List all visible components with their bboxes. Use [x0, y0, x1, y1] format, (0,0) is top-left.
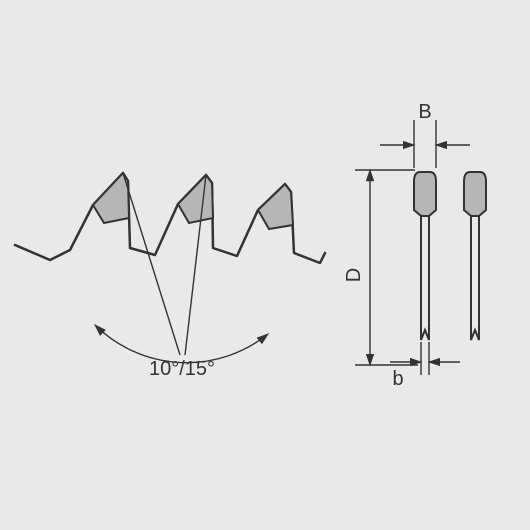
angle-label: 10°/15° [149, 358, 215, 380]
carbide-tip [93, 173, 129, 223]
blade-cross-section: B D b [343, 101, 486, 390]
dim-b: b [390, 342, 460, 390]
dim-B-label: B [418, 101, 431, 123]
carbide-tip [178, 175, 213, 223]
dim-b-label: b [392, 368, 403, 390]
dim-D-label: D [343, 268, 365, 282]
blade-body [414, 172, 436, 340]
carbide-tip [258, 184, 293, 229]
tooth-profile: 10°/15° [15, 173, 325, 380]
dim-D: D [343, 170, 418, 365]
blade-body [464, 172, 486, 340]
blade-spec-diagram: 10°/15° B D [0, 0, 530, 530]
dim-B: B [380, 101, 470, 168]
